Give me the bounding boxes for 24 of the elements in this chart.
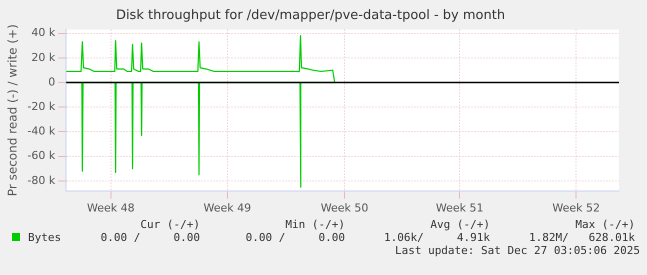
y-tick-label: 0 <box>48 75 56 88</box>
x-tick-label: Week 52 <box>552 201 600 214</box>
y-tick-label: -40 k <box>27 124 56 138</box>
text: 0.00 / 0.00 <box>100 231 200 244</box>
y-axis-title: Pr second read (-) / write (+) <box>5 24 20 196</box>
x-tick-label: Week 51 <box>436 201 484 214</box>
text: Cur (-/+) <box>139 218 200 231</box>
x-tick-label: Week 48 <box>86 201 135 214</box>
chart-title: Disk throughput for /dev/mapper/pve-data-tpool - by month <box>116 8 506 24</box>
y-tick-label: -80 k <box>27 174 56 187</box>
text: Max (-/+) <box>574 218 635 231</box>
text: Last update: Sat Dec 27 03:05:06 2025 <box>394 244 640 257</box>
text: 0.00 / 0.00 <box>244 231 345 244</box>
legend-label: Bytes <box>27 231 62 244</box>
text: Avg (-/+) <box>429 218 490 231</box>
y-tick-label: 40 k <box>31 26 56 40</box>
y-tick-label: 20 k <box>31 50 56 64</box>
x-tick-label: Week 49 <box>204 201 252 214</box>
x-tick-label: Week 50 <box>320 201 368 214</box>
text: 1.82M/ 628.01k <box>528 231 635 244</box>
y-tick-label: -20 k <box>27 100 56 113</box>
y-tick-label: -60 k <box>27 149 56 162</box>
text: 1.06k/ 4.91k <box>383 231 490 244</box>
text: Min (-/+) <box>284 218 345 231</box>
